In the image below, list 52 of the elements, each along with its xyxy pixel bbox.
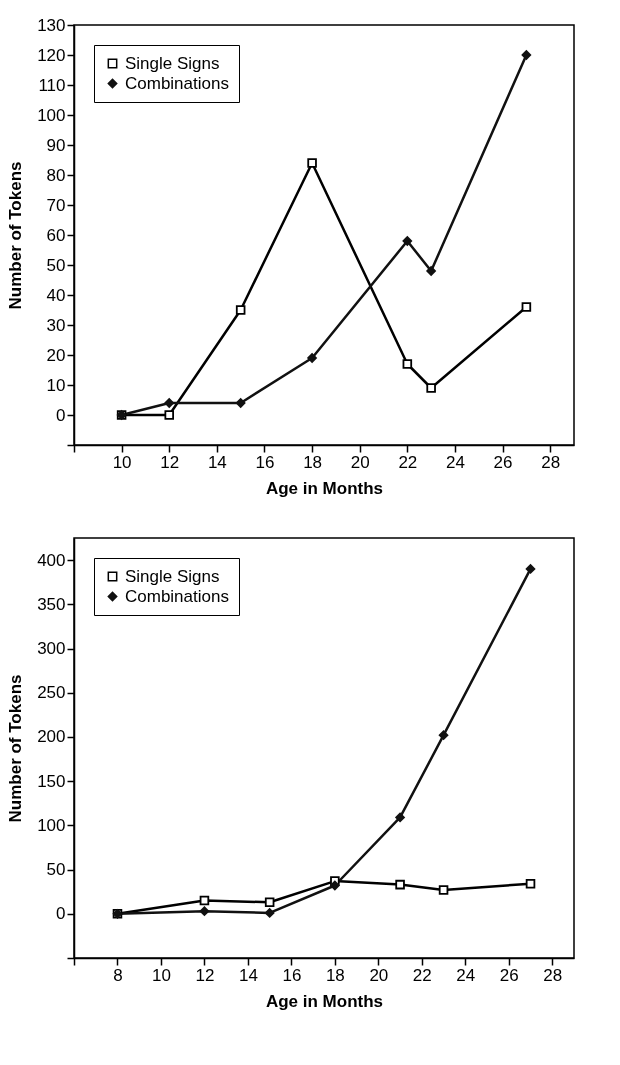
y-tick-label: 30 <box>46 315 66 335</box>
y-tick-label: 250 <box>37 683 66 703</box>
x-tick-label: 20 <box>369 965 389 985</box>
y-tick-label: 200 <box>37 727 66 747</box>
y-tick-label: 20 <box>46 345 66 365</box>
y-tick-label: 80 <box>46 165 66 185</box>
x-tick-label: 14 <box>238 965 258 985</box>
x-tick-label: 12 <box>160 452 180 472</box>
x-tick-label: 8 <box>113 965 123 985</box>
y-tick-label: 120 <box>37 45 66 65</box>
x-tick-label: 28 <box>543 965 563 985</box>
y-tick-label: 90 <box>46 135 66 155</box>
x-tick-label: 10 <box>152 965 171 985</box>
legend-label: Combinations <box>125 73 229 93</box>
y-tick-label: 70 <box>46 195 66 215</box>
x-axis-title: Age in Months <box>265 478 384 498</box>
y-tick-label: 10 <box>46 375 66 395</box>
x-tick-label: 20 <box>350 452 370 472</box>
x-tick-label: 22 <box>398 452 418 472</box>
legend-label: Single Signs <box>125 53 220 73</box>
y-tick-label: 40 <box>46 285 66 305</box>
x-axis-title: Age in Months <box>265 991 384 1011</box>
x-tick-label: 26 <box>499 965 519 985</box>
y-tick-label: 0 <box>56 904 66 924</box>
y-tick-label: 0 <box>56 405 66 425</box>
y-tick-label: 150 <box>37 771 66 791</box>
x-tick-label: 24 <box>456 965 476 985</box>
x-tick-label: 16 <box>255 452 275 472</box>
y-tick-label: 50 <box>46 860 66 880</box>
legend-label: Combinations <box>125 586 229 606</box>
y-tick-label: 130 <box>37 15 66 35</box>
x-tick-label: 18 <box>325 965 345 985</box>
legend-label: Single Signs <box>125 566 220 586</box>
x-tick-label: 12 <box>195 965 215 985</box>
x-tick-label: 16 <box>282 965 302 985</box>
x-tick-label: 10 <box>112 452 132 472</box>
y-tick-label: 300 <box>37 639 66 659</box>
x-tick-label: 14 <box>207 452 227 472</box>
x-tick-label: 24 <box>445 452 465 472</box>
y-axis-title: Number of Tokens <box>6 674 26 823</box>
y-tick-label: 100 <box>37 815 66 835</box>
y-tick-label: 110 <box>38 75 66 95</box>
x-tick-label: 22 <box>412 965 432 985</box>
y-tick-label: 350 <box>37 594 66 614</box>
y-tick-label: 50 <box>46 255 66 275</box>
y-tick-label: 60 <box>46 225 66 245</box>
x-tick-label: 28 <box>541 452 561 472</box>
y-tick-label: 400 <box>37 550 66 570</box>
y-tick-label: 100 <box>37 105 66 125</box>
x-tick-label: 26 <box>493 452 513 472</box>
y-axis-title: Number of Tokens <box>6 161 26 310</box>
x-tick-label: 18 <box>303 452 323 472</box>
